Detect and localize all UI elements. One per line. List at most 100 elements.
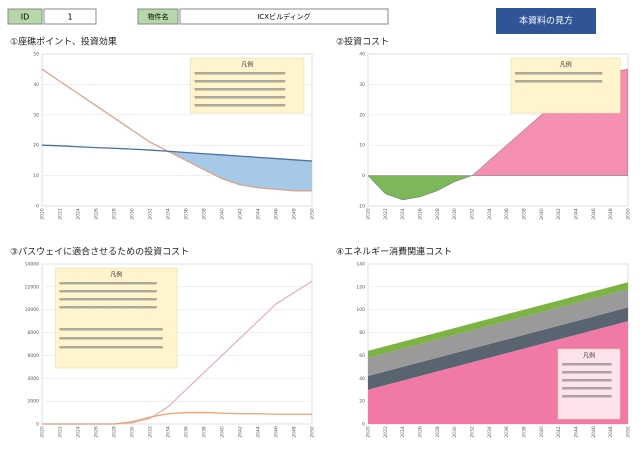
x-tick-label: 2030 [452,426,458,438]
x-tick-label: 2042 [556,208,562,220]
line [41,68,312,192]
x-tick-label: 2040 [539,208,545,220]
y-tick-label: 60 [359,353,365,359]
x-tick-label: 2050 [310,426,316,438]
x-tick-label: 2044 [256,426,262,438]
guide-button[interactable] [496,8,596,34]
legend-box [557,348,621,420]
x-tick-label: 2046 [274,208,280,220]
legend-text-line [515,80,603,83]
legend-text-line [562,363,612,366]
x-tick-label: 2030 [452,208,458,220]
legend-box [55,267,178,369]
x-tick-label: 2050 [626,208,632,220]
legend-text-line [59,298,157,301]
x-tick-label: 2024 [400,426,406,438]
y-tick-label: 120 [356,284,365,290]
x-tick-label: 2042 [238,426,244,438]
x-tick-label: 2026 [94,208,100,220]
x-tick-label: 2034 [487,426,493,438]
legend-text-line [194,72,286,75]
y-tick-label: -10 [358,204,365,210]
y-tick-label: 80 [359,330,365,336]
y-tick-label: 100 [356,307,365,313]
y-tick-label: 30 [359,82,365,88]
name-box [179,8,389,25]
legend-text-line [515,72,603,75]
y-tick-label: 20 [359,399,365,405]
y-tick-label: 10000 [25,307,39,313]
x-tick-label: 2046 [591,426,597,438]
area [368,175,628,201]
chart-title: ④エネルギー消費関連コスト [336,246,452,258]
x-tick-label: 2042 [556,426,562,438]
y-tick-label: 0 [36,204,39,210]
legend-note-line [59,337,163,340]
y-tick-label: 8000 [28,330,40,336]
legend-box [190,57,305,114]
legend-title: 凡例 [560,61,572,69]
fill-between [42,69,312,191]
y-tick-label: 10 [359,143,365,149]
x-tick-label: 2050 [310,208,316,220]
legend-text-line [59,290,157,293]
x-tick-label: 2032 [148,208,154,220]
x-tick-label: 2038 [202,426,208,438]
y-tick-label: 0 [362,422,365,428]
y-tick-label: 2000 [28,399,40,405]
x-tick-label: 2024 [76,426,82,438]
x-tick-label: 2038 [522,208,528,220]
y-tick-label: 40 [359,376,365,382]
x-tick-label: 2050 [626,426,632,438]
x-tick-label: 2034 [166,426,172,438]
legend-text-line [562,387,612,390]
x-tick-label: 2030 [130,208,136,220]
line [41,144,313,162]
x-tick-label: 2024 [76,208,82,220]
x-tick-label: 2028 [435,426,441,438]
stacked-area [368,289,628,376]
x-tick-label: 2032 [470,426,476,438]
x-tick-label: 2048 [608,426,614,438]
legend-note-line [59,346,163,349]
x-tick-label: 2036 [504,208,510,220]
guide-button-label[interactable]: 本資料の見方 [519,15,573,27]
x-tick-label: 2020 [366,208,372,220]
x-tick-label: 2048 [292,208,298,220]
id-label-box [7,8,43,25]
x-tick-label: 2046 [274,426,280,438]
chart-title: ①座礁ポイント、投資効果 [10,36,117,48]
id-value: 1 [67,13,72,22]
x-tick-label: 2036 [184,208,190,220]
legend-note-line [59,328,163,331]
x-tick-label: 2032 [470,208,476,220]
y-tick-label: 4000 [28,376,40,382]
legend-box [510,57,621,114]
x-tick-label: 2048 [608,208,614,220]
legend-title: 凡例 [583,352,595,360]
stacked-area [368,307,628,390]
x-tick-label: 2038 [522,426,528,438]
x-tick-label: 2044 [574,426,580,438]
legend-text-line [194,88,286,91]
legend-text-line [194,96,286,99]
legend-text-line [59,306,157,309]
name-label-box [137,8,179,25]
x-tick-label: 2022 [58,208,64,220]
x-tick-label: 2048 [292,426,298,438]
legend-text-line [562,371,612,374]
x-tick-label: 2038 [202,208,208,220]
y-tick-label: 40 [33,82,39,88]
chart-title: ②投資コスト [336,36,389,48]
x-tick-label: 2036 [184,426,190,438]
y-tick-label: 20 [359,112,365,118]
y-tick-label: 12000 [25,284,39,290]
legend-text-line [194,80,286,83]
y-tick-label: 30 [33,112,39,118]
y-tick-label: 140 [356,262,365,268]
legend-text-line [59,282,157,285]
legend-title: 凡例 [241,61,253,69]
x-tick-label: 2042 [238,208,244,220]
line [42,411,312,425]
